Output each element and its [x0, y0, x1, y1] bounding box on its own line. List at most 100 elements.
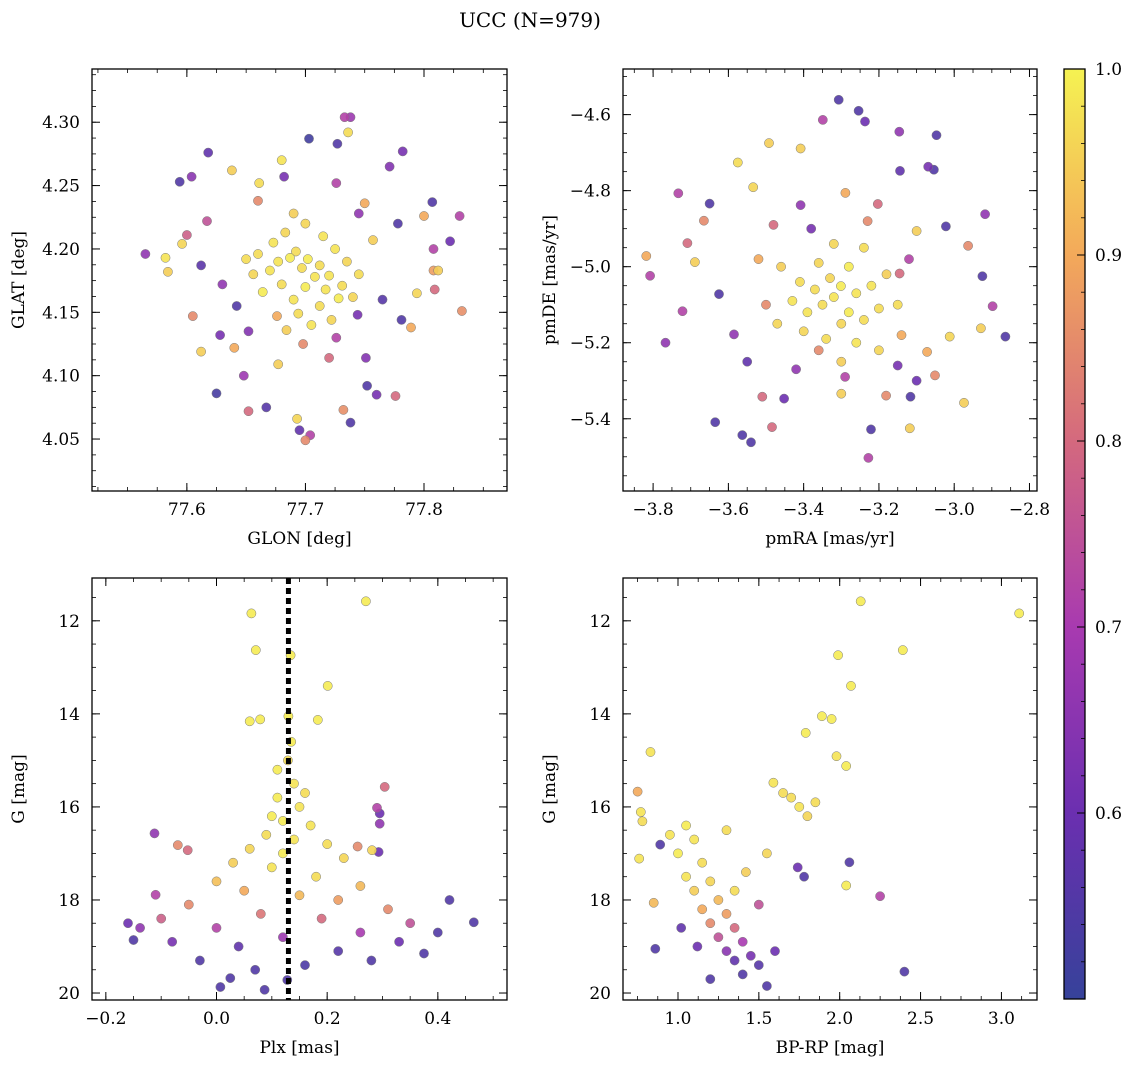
data-point — [899, 966, 910, 977]
y-tick-label: −5.0 — [570, 258, 611, 278]
data-point — [333, 895, 344, 905]
data-point — [342, 256, 352, 267]
data-point — [445, 236, 455, 247]
data-point — [825, 273, 835, 283]
data-point — [762, 981, 772, 991]
data-point — [163, 266, 173, 277]
data-point — [300, 788, 310, 798]
data-point — [183, 899, 194, 910]
y-tick-label: 18 — [58, 891, 80, 911]
data-point — [257, 287, 268, 297]
data-point — [322, 681, 333, 691]
data-point — [692, 941, 703, 952]
y-tick-label: 14 — [589, 705, 611, 725]
data-point — [787, 296, 798, 306]
x-tick-label: 2.0 — [826, 1009, 853, 1029]
y-axis-label: G [mag] — [540, 754, 560, 823]
data-point — [729, 923, 740, 933]
panel-proper-motion: −3.8 −3.6 −3.4 −3.2 −3.0 −2.8 −5.4 −5.2 −5.0 −4.8… — [540, 68, 1050, 549]
data-point — [813, 258, 824, 268]
data-point — [977, 271, 988, 282]
data-point — [770, 946, 780, 956]
data-point — [397, 146, 408, 157]
data-point — [384, 161, 395, 172]
y-tick-label: −5.2 — [570, 334, 611, 354]
data-point — [250, 645, 261, 655]
data-point — [310, 271, 320, 282]
y-tick-label: 18 — [589, 891, 611, 911]
x-tick-label: −3.4 — [783, 500, 824, 520]
data-point — [681, 871, 691, 882]
axes-frame — [622, 68, 1038, 492]
data-point — [203, 147, 214, 158]
data-point — [634, 853, 645, 864]
data-point — [326, 315, 337, 325]
data-point — [374, 818, 385, 829]
data-point — [729, 329, 739, 340]
data-point — [881, 269, 892, 280]
data-point — [753, 254, 764, 264]
data-point — [352, 841, 363, 852]
data-point — [795, 143, 806, 154]
data-point — [196, 346, 206, 357]
data-point — [746, 437, 756, 448]
panel-plx-g: −0.2 0.0 0.2 0.4 12 14 16 18 20 Plx [mas] G [mag] — [9, 577, 508, 1058]
y-tick-label: 14 — [58, 705, 80, 725]
data-point — [367, 845, 377, 856]
data-point — [276, 155, 287, 166]
data-point — [128, 935, 139, 945]
y-tick-label: 20 — [58, 984, 80, 1004]
y-tick-label: −4.6 — [570, 106, 611, 126]
data-point — [813, 345, 824, 356]
data-point — [800, 728, 811, 738]
data-point — [697, 857, 708, 868]
data-point — [676, 923, 687, 933]
y-tick-label: −4.8 — [570, 182, 611, 202]
data-point — [345, 417, 356, 428]
data-point — [311, 871, 321, 882]
data-point — [753, 960, 764, 970]
data-point — [123, 918, 133, 929]
data-point — [324, 353, 334, 363]
data-point — [320, 284, 331, 295]
x-tick-label: −0.2 — [85, 1009, 126, 1029]
data-point — [650, 943, 661, 954]
data-point — [272, 311, 282, 321]
data-point — [333, 946, 344, 956]
data-point — [244, 716, 255, 727]
data-point — [288, 208, 299, 219]
data-point — [699, 215, 709, 226]
data-point — [637, 816, 648, 827]
data-point — [300, 435, 311, 446]
data-point — [330, 244, 340, 254]
data-point — [673, 188, 684, 199]
data-point — [428, 244, 439, 254]
data-point — [272, 792, 283, 803]
data-point — [745, 950, 756, 961]
data-point — [261, 402, 272, 413]
data-point — [645, 270, 655, 281]
data-point — [149, 828, 160, 839]
data-point — [892, 299, 903, 310]
data-point — [840, 188, 851, 198]
data-point — [632, 786, 643, 797]
x-tick-label: 1.0 — [664, 1009, 691, 1029]
data-point — [352, 309, 363, 320]
data-point — [211, 388, 222, 399]
data-point — [339, 112, 350, 123]
data-point — [195, 955, 205, 966]
data-point — [855, 596, 866, 607]
data-point — [359, 198, 370, 209]
data-point — [312, 715, 323, 725]
data-point — [817, 711, 827, 722]
data-point — [729, 955, 740, 966]
data-point — [316, 913, 327, 924]
data-point — [799, 871, 809, 882]
data-point — [872, 199, 883, 209]
y-axis-label: G [mag] — [9, 754, 29, 823]
data-point — [355, 881, 366, 891]
axes-frame — [91, 68, 508, 492]
data-point — [429, 284, 440, 295]
data-point — [721, 825, 732, 836]
data-point — [772, 318, 783, 329]
